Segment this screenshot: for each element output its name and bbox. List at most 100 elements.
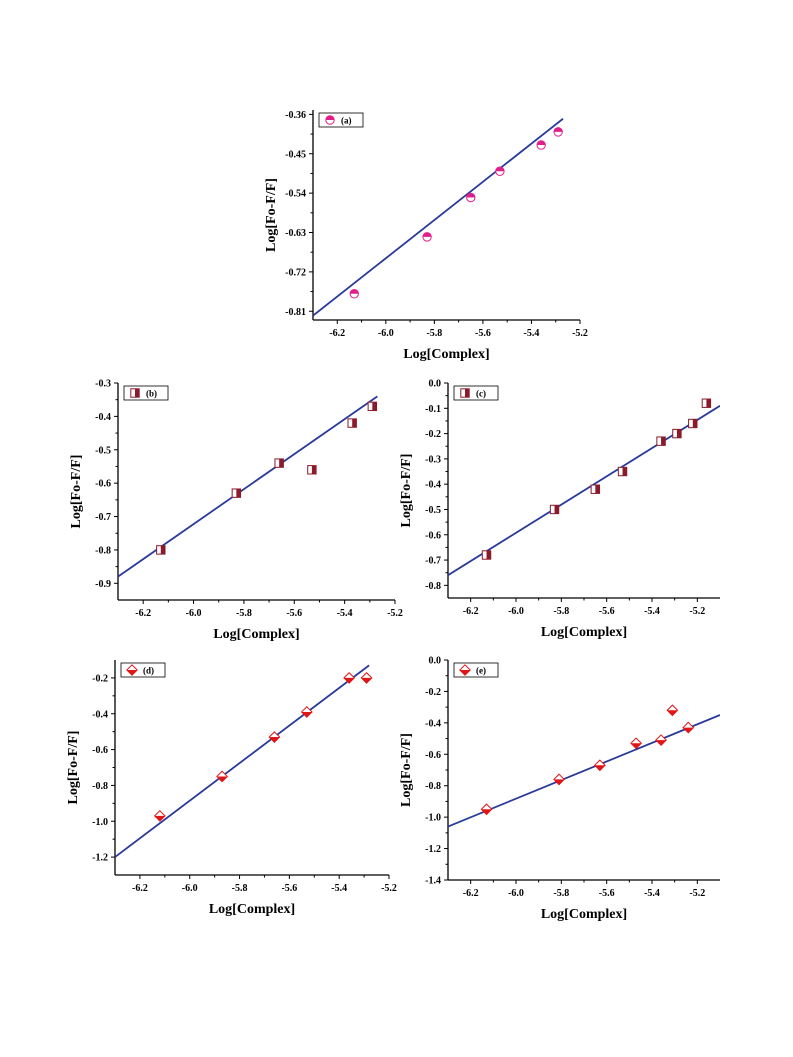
data-point [343, 672, 356, 684]
x-tick-label: -5.2 [387, 608, 403, 619]
fit-line [448, 714, 720, 828]
x-tick-label: -5.8 [232, 883, 248, 894]
data-point [495, 166, 505, 176]
y-tick-label: -1.0 [92, 817, 108, 828]
y-tick-label: -0.5 [425, 505, 441, 516]
legend: (d) [120, 662, 166, 678]
data-point [593, 759, 606, 772]
x-tick-label: -5.6 [286, 608, 302, 619]
y-tick-label: -0.7 [425, 556, 441, 567]
y-axis-title: Log[Fo-F/F] [264, 178, 279, 252]
y-tick-label: -0.72 [285, 267, 306, 278]
data-point [274, 458, 284, 468]
data-point [656, 436, 666, 446]
data-point [156, 545, 166, 555]
y-tick-label: -1.2 [92, 853, 108, 864]
y-tick-label: -0.6 [425, 530, 441, 541]
y-tick-label: -1.4 [425, 876, 441, 887]
x-tick-label: -5.8 [553, 606, 569, 617]
legend: (e) [453, 662, 499, 678]
chart-panel: -6.2 -6.0 -5.8 -5.6 -5.4 -5.2 -1.4 -1.2 -1.0 -0.8… [399, 656, 720, 922]
y-axis-title: Log[Fo-F/F] [66, 731, 81, 805]
legend-label: (a) [341, 116, 352, 126]
x-axis-title: Log[Complex] [209, 902, 295, 917]
y-tick-label: -0.54 [285, 189, 306, 200]
data-point [300, 706, 313, 718]
x-tick-label: -6.2 [463, 606, 479, 617]
data-point [422, 232, 432, 242]
x-tick-label: -6.2 [329, 328, 345, 339]
data-point [466, 192, 476, 203]
x-tick-label: -5.2 [689, 606, 705, 617]
y-tick-label: -1.2 [425, 844, 441, 855]
fit-line [115, 664, 370, 858]
data-point [360, 672, 373, 684]
legend-marker [325, 115, 335, 125]
y-tick-label: -0.2 [92, 673, 108, 684]
x-tick-label: -5.8 [426, 328, 442, 339]
y-tick-label: -0.63 [285, 228, 306, 239]
x-axis-title: Log[Complex] [213, 627, 299, 642]
y-tick-label: -0.7 [95, 512, 111, 523]
legend-label: (b) [146, 389, 157, 399]
chart-panel: -6.2 -6.0 -5.8 -5.6 -5.4 -5.2 -1.2 -1.0 -0.8 -0.6… [66, 660, 397, 917]
chart-panel: -6.2 -6.0 -5.8 -5.6 -5.4 -5.2 -0.81 -0.72 -0.63 -… [264, 110, 588, 362]
y-axis-title: Log[Fo-F/F] [399, 733, 414, 807]
x-tick-label: -5.4 [644, 606, 660, 617]
legend-marker [459, 664, 471, 676]
y-tick-label: -0.8 [95, 545, 111, 556]
legend-marker [130, 388, 140, 398]
legend-marker [126, 664, 138, 676]
x-tick-label: -5.2 [572, 328, 588, 339]
legend-marker [460, 388, 470, 398]
data-point [231, 488, 242, 498]
data-point [549, 504, 560, 515]
x-axis-title: Log[Complex] [403, 347, 489, 362]
y-tick-label: -0.81 [285, 307, 306, 318]
legend-label: (e) [476, 666, 486, 676]
x-tick-label: -5.6 [475, 328, 491, 339]
x-tick-label: -6.2 [463, 888, 479, 899]
legend: (a) [318, 112, 364, 128]
data-point [349, 289, 359, 299]
x-axis-title: Log[Complex] [541, 625, 627, 640]
y-tick-label: -0.4 [95, 412, 111, 423]
x-tick-label: -5.4 [337, 608, 353, 619]
x-tick-label: -6.0 [186, 608, 202, 619]
data-point [153, 809, 166, 822]
data-point [553, 773, 565, 786]
data-point [590, 484, 601, 494]
x-tick-label: -5.8 [553, 888, 569, 899]
y-tick-label: -0.6 [95, 479, 111, 490]
y-tick-label: -0.6 [92, 745, 108, 756]
legend-label: (d) [143, 666, 154, 676]
y-tick-label: -0.3 [95, 379, 111, 390]
fit-line [313, 118, 564, 317]
y-tick-label: -0.2 [425, 429, 441, 440]
y-tick-label: -0.6 [425, 750, 441, 761]
data-point [536, 140, 546, 150]
y-tick-label: -0.5 [95, 445, 111, 456]
data-point [480, 803, 493, 816]
data-point [216, 770, 229, 783]
x-tick-label: -6.0 [182, 883, 198, 894]
data-point [553, 127, 563, 137]
y-tick-label: 0.0 [429, 379, 442, 390]
x-tick-label: -5.2 [689, 888, 705, 899]
data-point [307, 465, 317, 475]
y-tick-label: -0.8 [425, 581, 441, 592]
data-point [367, 401, 378, 412]
y-tick-label: -1.0 [425, 813, 441, 824]
x-tick-label: -5.6 [281, 883, 297, 894]
y-axis-title: Log[Fo-F/F] [69, 455, 84, 529]
legend: (c) [453, 385, 499, 401]
data-point [688, 418, 698, 429]
y-tick-label: 0.0 [429, 656, 442, 667]
y-tick-label: -0.45 [285, 149, 306, 160]
data-point [672, 428, 682, 439]
data-point [630, 737, 643, 750]
y-tick-label: -0.4 [425, 480, 441, 491]
x-tick-label: -6.0 [508, 888, 524, 899]
y-tick-label: -0.8 [92, 781, 108, 792]
x-tick-label: -5.2 [381, 883, 397, 894]
